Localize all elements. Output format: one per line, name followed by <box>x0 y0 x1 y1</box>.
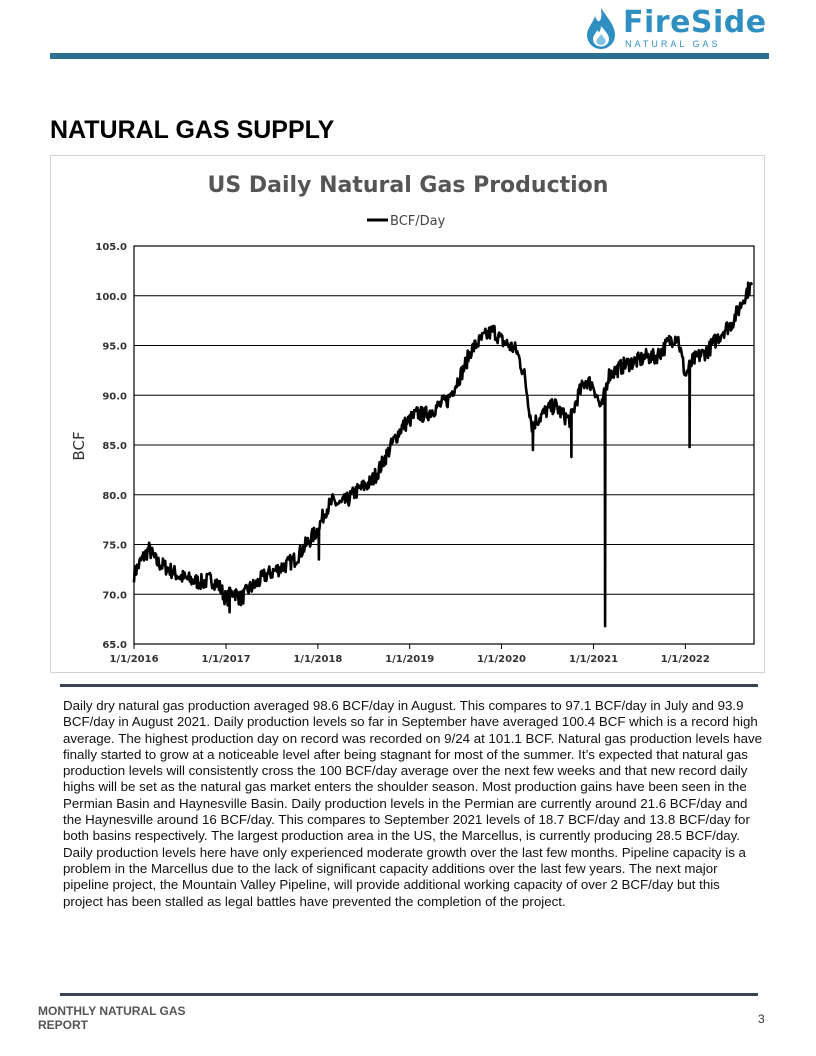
y-tick-label: 75.0 <box>102 541 127 552</box>
fireside-logo: FireSide NATURAL GAS <box>583 5 773 50</box>
footer-page-number: 3 <box>758 1012 765 1026</box>
body-paragraph: Daily dry natural gas production average… <box>63 698 763 909</box>
x-tick-label: 1/1/2019 <box>385 654 434 665</box>
x-tick-label: 1/1/2021 <box>569 654 618 665</box>
series-layer <box>132 281 754 628</box>
text-bottom-rule <box>60 993 758 996</box>
y-tick-label: 80.0 <box>102 491 127 502</box>
plot-area <box>133 245 755 645</box>
y-tick-label: 70.0 <box>102 590 127 601</box>
gridlines <box>134 245 754 645</box>
logo-subtitle: NATURAL GAS <box>625 39 721 49</box>
y-axis-label: BCF <box>70 431 88 460</box>
y-tick-label: 95.0 <box>102 342 127 353</box>
series-line-bcf-day <box>132 281 754 628</box>
y-tick-label: 105.0 <box>95 242 127 253</box>
flame-drop-icon <box>587 8 615 49</box>
x-tick-label: 1/1/2016 <box>109 654 158 665</box>
logo-wordmark: FireSide <box>623 5 767 40</box>
y-tick-label: 90.0 <box>102 391 127 402</box>
y-tick-labels: 65.0 70.0 75.0 80.0 85.0 90.0 95.0 100.0 105.0 <box>95 242 127 651</box>
chart-svg: US Daily Natural Gas Production BCF/Day … <box>70 173 755 665</box>
x-tick-label: 1/1/2017 <box>202 654 251 665</box>
chart-title: US Daily Natural Gas Production <box>208 173 609 198</box>
y-tick-label: 100.0 <box>95 292 127 303</box>
x-tick-label: 1/1/2020 <box>477 654 526 665</box>
legend-label: BCF/Day <box>390 214 446 229</box>
page-title: NATURAL GAS SUPPLY <box>50 116 335 144</box>
y-tick-label: 65.0 <box>102 640 127 651</box>
text-top-rule <box>60 684 758 687</box>
x-tick-labels: 1/1/2016 1/1/2017 1/1/2018 1/1/2019 1/1/2020… <box>109 644 710 665</box>
production-chart: US Daily Natural Gas Production BCF/Day … <box>50 155 765 673</box>
x-tick-label: 1/1/2022 <box>661 654 710 665</box>
y-tick-label: 85.0 <box>102 441 127 452</box>
footer-report-name: MONTHLY NATURAL GAS REPORT <box>38 1004 186 1032</box>
header-rule <box>50 53 769 59</box>
x-tick-label: 1/1/2018 <box>293 654 342 665</box>
